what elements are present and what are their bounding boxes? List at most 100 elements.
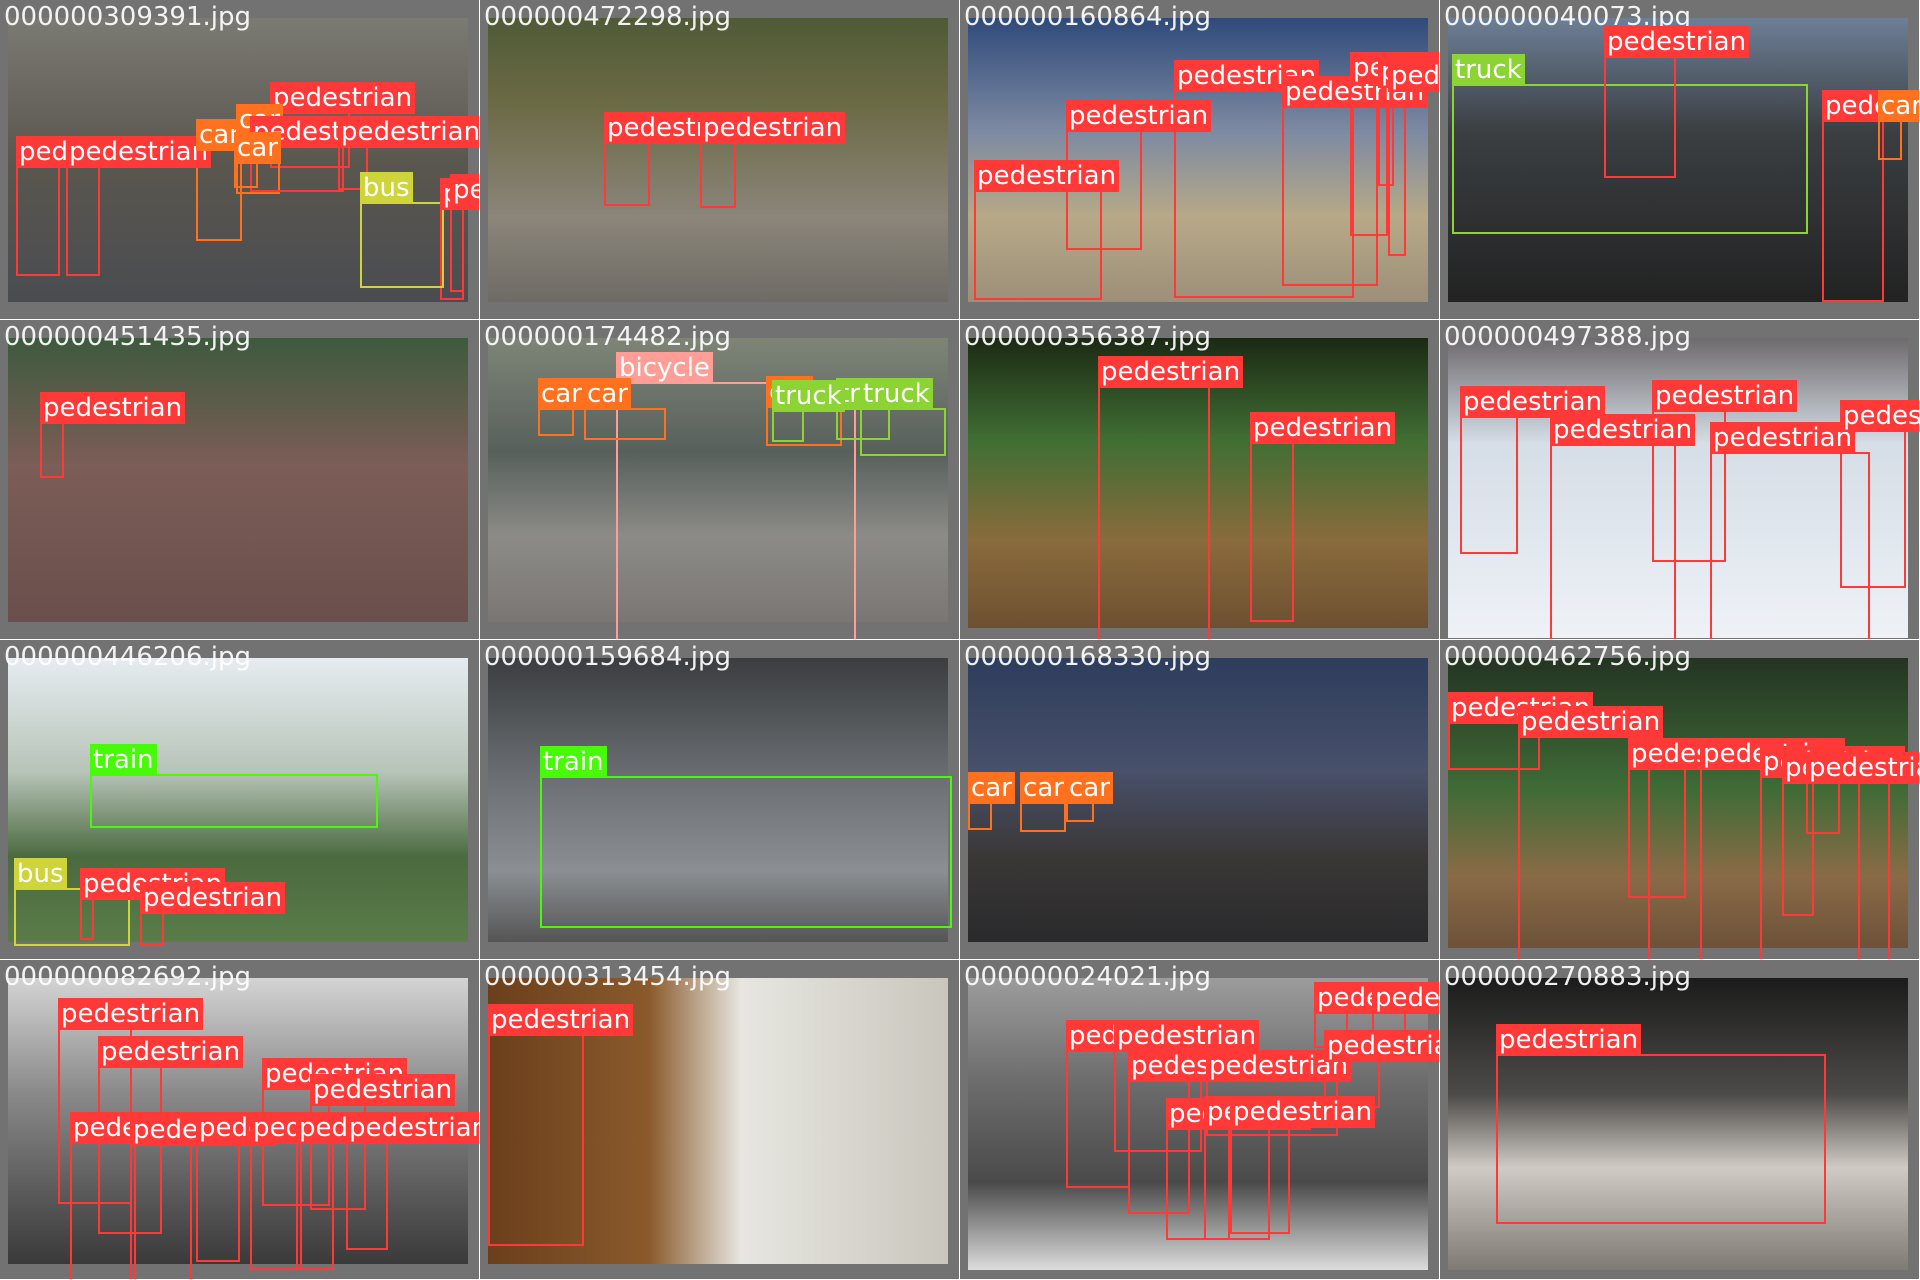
detection-box-train: train — [540, 746, 952, 928]
tile-filename: 000000313454.jpg — [484, 962, 731, 992]
detection-box-pedestrian: pedestrian — [700, 112, 846, 208]
tile-photo — [488, 658, 948, 942]
tile-filename: 000000160864.jpg — [964, 2, 1211, 32]
detection-label: pedestrian — [1840, 400, 1919, 432]
mosaic-tile: 000000497388.jpg pedestrian pedestrian pede… — [1440, 320, 1920, 640]
mosaic-tile: 000000160864.jpg pedestrian pedestrian pede… — [960, 0, 1440, 320]
detection-label: bus — [360, 172, 413, 204]
tile-filename: 000000462756.jpg — [1444, 642, 1691, 672]
detection-label: pedestrian — [1114, 1020, 1260, 1052]
detection-box-pedestrian: pedestrian — [1496, 1024, 1826, 1224]
tile-filename: 000000446206.jpg — [4, 642, 251, 672]
detection-label: car — [1020, 772, 1067, 804]
tile-filename: 000000174482.jpg — [484, 322, 731, 352]
detection-box-pedestrian: pedestrian — [130, 1114, 276, 1279]
mosaic-tile: 000000313454.jpg pedestrian — [480, 960, 960, 1280]
mosaic-tile: 000000270883.jpg pedestrian — [1440, 960, 1920, 1280]
detection-label: pedestrian — [1098, 356, 1244, 388]
detection-label: pedestrian — [1604, 26, 1750, 58]
detection-box-truck: truck — [1452, 54, 1808, 234]
tile-filename: 000000451435.jpg — [4, 322, 251, 352]
detection-box-pedestrian: pedestrian — [1460, 386, 1606, 554]
detection-label: car — [538, 378, 585, 410]
tile-filename: 000000472298.jpg — [484, 2, 731, 32]
detection-label: bus — [14, 858, 67, 890]
mosaic-tile: 000000472298.jpg pedestrian pedestrian — [480, 0, 960, 320]
detection-label: pedestrian — [700, 112, 846, 144]
detection-box-pedestrian: pedestrian — [1628, 738, 1774, 898]
detection-label: pedestrian — [140, 882, 286, 914]
detection-label: pedestrian — [58, 998, 204, 1030]
detection-label: truck — [860, 378, 933, 410]
tile-filename: 000000168330.jpg — [964, 642, 1211, 672]
detection-box-pedestrian: pedestrian — [1098, 356, 1244, 639]
detection-box-car: car — [968, 772, 1015, 830]
detection-box-pedestrian: pedestrian — [40, 392, 186, 478]
detection-box-pedestrian: pedestrian — [98, 1036, 244, 1234]
detection-box-pedestrian: pedestrian — [488, 1004, 634, 1246]
detection-box-pedestrian: pedestrian — [1652, 380, 1798, 562]
detection-box-pedestrian: pedestrian — [1840, 400, 1919, 588]
detection-box-pedestrian: pedestrian — [70, 1112, 216, 1279]
detection-label: pedestrian — [346, 1112, 479, 1144]
detection-box-pedestrian: pedestrian — [1822, 90, 1919, 302]
detection-box-pedestrian: pedestrian — [250, 1112, 396, 1270]
mosaic-tile: 000000462756.jpgpedestrianpedestrianpede… — [1440, 640, 1920, 960]
detection-box-pedestrian: pedestrian — [310, 1074, 456, 1210]
tile-filename: 000000082692.jpg — [4, 962, 251, 992]
detection-label: pedestrian — [1388, 60, 1439, 92]
mosaic-tile: 000000159684.jpg train — [480, 640, 960, 960]
detection-box-pedestrian: pedestrian — [66, 136, 212, 276]
detection-box-pedestrian: pedestrian — [450, 174, 479, 292]
detection-box-pedestrian: pedestrian — [1388, 60, 1439, 256]
detection-box-train: train — [90, 744, 378, 828]
detection-box-pedestrian: pedestrian — [1230, 1096, 1376, 1234]
mosaic-tile: 000000446206.jpg train bus pedestrianpedest… — [0, 640, 480, 960]
detection-label: bicycle — [616, 352, 713, 384]
mosaic-tile: 000000168330.jpg car car car — [960, 640, 1440, 960]
detection-box-pedestrian: pedestrian — [196, 1112, 342, 1262]
detection-label: train — [90, 744, 157, 776]
detection-box-pedestrian: pedestrian — [1806, 752, 1919, 834]
detection-box-car: car — [1066, 772, 1113, 822]
detection-label: pedestrian — [1710, 422, 1856, 454]
detection-label: car — [584, 378, 631, 410]
mosaic-tile: 000000040073.jpgtruckpedestrianpedestria… — [1440, 0, 1920, 320]
detection-box-pedestrian: pedestrian — [1324, 1030, 1439, 1108]
detection-label: car — [1066, 772, 1113, 804]
detection-box-truck: truck — [860, 378, 946, 456]
detection-label: pedestrian — [1230, 1096, 1376, 1128]
detection-label: pedestrian — [66, 136, 212, 168]
detection-label: pedestrian — [1250, 412, 1396, 444]
detection-box-pedestrian: pedestrian — [1604, 26, 1750, 178]
mosaic-tile: 000000356387.jpg pedestrian pedestrian — [960, 320, 1440, 640]
detection-box-pedestrian: pedestrian — [296, 1112, 442, 1270]
detection-box-pedestrian: pedestrian — [1710, 422, 1870, 639]
detection-label: pedestrian — [1066, 100, 1212, 132]
detection-label: pedestrian — [1496, 1024, 1642, 1056]
mosaic-tile: 000000082692.jpg pedestrian pedestrian pede… — [0, 960, 480, 1280]
detection-box-truck: truck — [772, 380, 845, 442]
detection-label: pedestrian — [1652, 380, 1798, 412]
detection-label: pedestrian — [1372, 982, 1439, 1014]
detection-box-car: car — [1020, 772, 1067, 832]
tile-photo — [8, 338, 468, 622]
tile-filename: 000000270883.jpg — [1444, 962, 1691, 992]
detection-label: pedestrian — [1324, 1030, 1439, 1062]
tile-photo — [488, 18, 948, 302]
detection-label: pedestrian — [1550, 414, 1696, 446]
tile-filename: 000000356387.jpg — [964, 322, 1211, 352]
detection-box-pedestrian: pedestrian — [1518, 706, 1664, 959]
detection-box-pedestrian: pedestrian — [338, 116, 479, 190]
detection-box-car: car — [584, 378, 666, 440]
detection-label: pedestrian — [270, 82, 416, 114]
detection-label: truck — [772, 380, 845, 412]
detection-box-pedestrian: pedestrian — [58, 998, 204, 1204]
detection-box-pedestrian: pedestrian — [1066, 100, 1212, 250]
detection-box-car: car — [234, 132, 281, 188]
detection-label: pedestrian — [488, 1004, 634, 1036]
detection-label: car — [968, 772, 1015, 804]
detection-label: pedestrian — [450, 174, 479, 206]
detection-label: pedestrian — [98, 1036, 244, 1068]
